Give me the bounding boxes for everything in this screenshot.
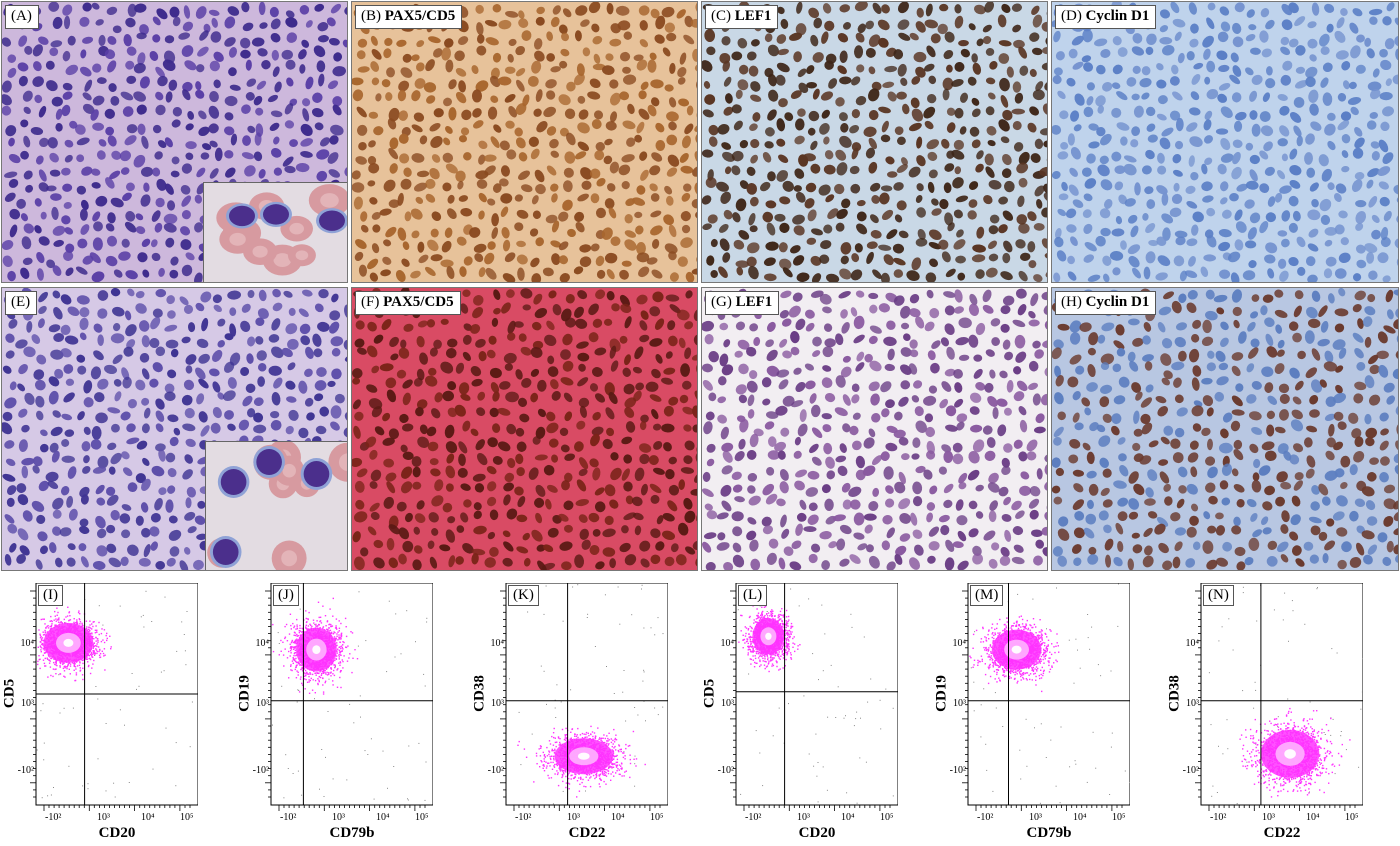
y-tick-label: -10² <box>1182 765 1199 776</box>
x-tick-label: -10² <box>745 812 762 823</box>
x-axis-title: CD79b <box>1026 825 1072 841</box>
x-tick-label: 10⁵ <box>415 812 429 823</box>
x-tick-label: -10² <box>280 812 297 823</box>
micrograph-panel-a: (A) <box>1 1 348 283</box>
y-axis-title: CD5 <box>1 678 18 709</box>
x-axis-title: CD20 <box>98 825 136 841</box>
flow-panel-label: (M) <box>970 585 1004 606</box>
flow-plot-n: 10⁴ 10³ -10² -10² 10³ 10⁴ 10⁵ CD22 CD38 (N) <box>1165 583 1363 845</box>
panel-label-c: (C) LEF1 <box>705 5 779 29</box>
y-axis-title: CD5 <box>701 678 718 709</box>
y-tick-label: 10⁴ <box>952 638 967 649</box>
y-tick-label: 10⁴ <box>20 638 35 649</box>
micrograph-texture <box>352 2 697 282</box>
blood-smear-inset <box>203 182 347 282</box>
panel-label-g: (G) LEF1 <box>705 291 780 315</box>
y-axis-title: CD38 <box>471 675 488 712</box>
x-tick-label: 10³ <box>332 812 345 823</box>
panel-label-d: (D) Cyclin D1 <box>1055 5 1157 29</box>
panel-label-f: (F) PAX5/CD5 <box>355 291 461 315</box>
x-axis-title: CD22 <box>568 825 606 841</box>
micrograph-panel-d: (D) Cyclin D1 <box>1051 1 1399 283</box>
micrograph-panel-h: (H) Cyclin D1 <box>1051 287 1399 571</box>
panel-label-b: (B) PAX5/CD5 <box>355 5 463 29</box>
x-tick-label: -10² <box>45 812 62 823</box>
micrograph-texture <box>2 288 347 570</box>
x-tick-label: 10⁴ <box>376 812 390 823</box>
flow-plot-m: 10⁴ 10³ -10² -10² 10³ 10⁴ 10⁵ CD79b CD19 (M) <box>932 583 1130 845</box>
x-tick-label: 10⁴ <box>1306 812 1320 823</box>
x-tick-label: 10⁴ <box>1073 812 1087 823</box>
flow-panel-label: (K) <box>508 585 539 606</box>
flow-panel-label: (J) <box>273 585 299 606</box>
x-tick-label: 10³ <box>97 812 110 823</box>
micrograph-panel-f: (F) PAX5/CD5 <box>351 287 698 571</box>
flow-plot-k: 10⁴ 10³ -10² -10² 10³ 10⁴ 10⁵ CD22 CD38 (K) <box>470 583 668 845</box>
micrograph-panel-b: (B) PAX5/CD5 <box>351 1 698 283</box>
y-tick-label: 10⁴ <box>490 638 505 649</box>
micrograph-texture <box>1052 288 1398 570</box>
flow-panel-label: (L) <box>738 585 768 606</box>
x-tick-label: 10³ <box>1262 812 1275 823</box>
x-tick-label: 10³ <box>797 812 810 823</box>
micrograph-texture <box>1052 2 1398 282</box>
x-tick-label: 10⁴ <box>141 812 155 823</box>
panel-label-h: (H) Cyclin D1 <box>1055 291 1157 315</box>
x-tick-label: -10² <box>977 812 994 823</box>
y-tick-label: 10³ <box>491 698 504 709</box>
y-tick-label: 10³ <box>1186 698 1199 709</box>
x-tick-label: -10² <box>1210 812 1227 823</box>
micrograph-texture <box>2 2 347 282</box>
y-tick-label: 10³ <box>721 698 734 709</box>
panel-label-a: (A) <box>5 5 39 29</box>
x-tick-label: -10² <box>515 812 532 823</box>
x-tick-label: 10⁵ <box>180 812 194 823</box>
micrograph-panel-c: (C) LEF1 <box>701 1 1048 283</box>
micrograph-panel-g: (G) LEF1 <box>701 287 1048 571</box>
y-tick-label: 10⁴ <box>255 638 270 649</box>
x-tick-label: 10⁵ <box>880 812 894 823</box>
micrograph-texture <box>352 288 697 570</box>
x-tick-label: 10³ <box>567 812 580 823</box>
y-tick-label: -10² <box>17 765 34 776</box>
y-tick-label: -10² <box>949 765 966 776</box>
panel-label-e: (E) <box>5 291 38 315</box>
y-axis-title: CD19 <box>236 675 253 712</box>
x-tick-label: 10⁴ <box>841 812 855 823</box>
y-tick-label: -10² <box>717 765 734 776</box>
flow-plot-j: 10⁴ 10³ -10² -10² 10³ 10⁴ 10⁵ CD79b CD19 (J) <box>235 583 433 845</box>
y-tick-label: 10³ <box>953 698 966 709</box>
y-axis-title: CD38 <box>1166 675 1183 712</box>
flow-panel-label: (I) <box>38 585 63 606</box>
y-axis-title: CD19 <box>933 675 950 712</box>
x-tick-label: 10⁵ <box>1345 812 1359 823</box>
micrograph-panel-e: (E) <box>1 287 348 571</box>
y-tick-label: 10³ <box>256 698 269 709</box>
micrograph-texture <box>702 2 1047 282</box>
x-tick-label: 10⁵ <box>650 812 664 823</box>
blood-smear-inset <box>205 441 347 570</box>
x-tick-label: 10³ <box>1029 812 1042 823</box>
x-axis-title: CD22 <box>1263 825 1301 841</box>
y-tick-label: 10⁴ <box>1185 638 1200 649</box>
y-tick-label: 10⁴ <box>720 638 735 649</box>
flow-panel-label: (N) <box>1203 585 1234 606</box>
micrograph-texture <box>702 288 1047 570</box>
flow-plot-i: 10⁴ 10³ -10² -10² 10³ 10⁴ 10⁵ CD20 CD5 (I) <box>0 583 198 845</box>
x-tick-label: 10⁴ <box>611 812 625 823</box>
x-axis-title: CD79b <box>329 825 375 841</box>
x-tick-label: 10⁵ <box>1112 812 1126 823</box>
flow-plot-l: 10⁴ 10³ -10² -10² 10³ 10⁴ 10⁵ CD20 CD5 (L) <box>700 583 898 845</box>
y-tick-label: 10³ <box>21 698 34 709</box>
y-tick-label: -10² <box>252 765 269 776</box>
x-axis-title: CD20 <box>798 825 836 841</box>
y-tick-label: -10² <box>487 765 504 776</box>
